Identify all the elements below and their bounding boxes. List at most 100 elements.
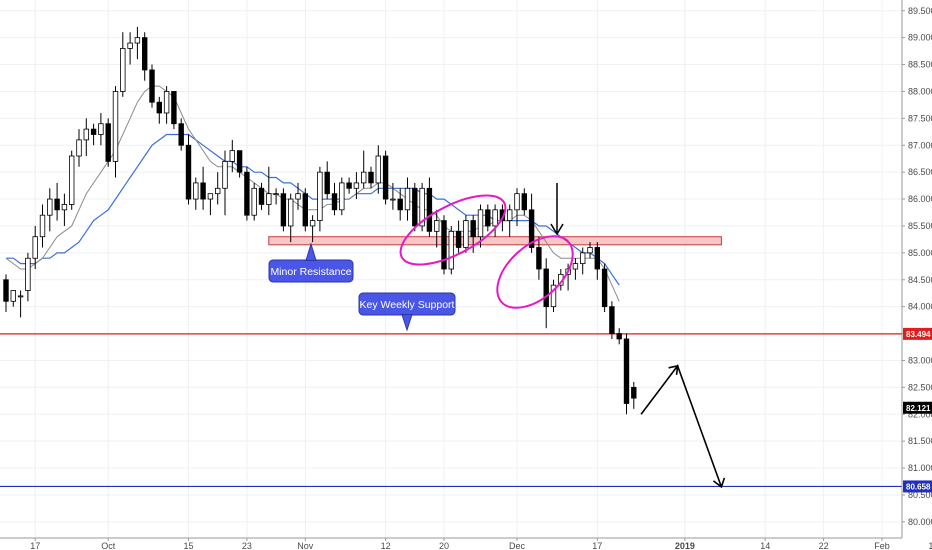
candle-bull xyxy=(572,263,579,270)
y-tick-label: 80.500 xyxy=(908,490,932,500)
candle-bull xyxy=(317,171,323,221)
x-tick-label: 23 xyxy=(242,541,252,550)
candle-bull xyxy=(463,220,469,248)
grid-layer xyxy=(0,0,902,538)
target-price-tag-bg xyxy=(903,480,932,493)
candle-bull xyxy=(112,91,119,162)
callout-pointer xyxy=(305,242,317,261)
candle-bear xyxy=(3,279,9,302)
y-tick-label: 88.500 xyxy=(908,60,932,70)
x-tick-label: Feb xyxy=(874,541,890,550)
resistance-zone xyxy=(268,236,722,246)
candle-bear xyxy=(105,123,111,162)
x-tick-label: 15 xyxy=(183,541,193,550)
candle-bull xyxy=(229,150,235,162)
candle-bear xyxy=(536,247,542,270)
candle-bull xyxy=(98,123,104,135)
candle-bear xyxy=(412,187,418,227)
candle-bull xyxy=(193,182,199,200)
candle-bear xyxy=(368,171,374,184)
resistance-zone-layer xyxy=(268,236,722,246)
y-tick-label: 85.500 xyxy=(908,221,932,231)
x-tick-label: 11 xyxy=(928,541,932,550)
candle-bull xyxy=(448,230,454,270)
candle-bull xyxy=(287,198,294,227)
x-tick-label: 17 xyxy=(30,541,40,550)
candle-bear xyxy=(54,198,60,211)
x-tick-label: Oct xyxy=(101,541,116,550)
x-tick-label: 14 xyxy=(760,541,770,550)
candle-bull xyxy=(492,209,498,227)
candle-bull xyxy=(134,37,141,44)
candle-bull xyxy=(163,91,170,114)
y-tick-label: 84.000 xyxy=(908,302,932,312)
candle-bear xyxy=(185,144,192,200)
candle-bear xyxy=(441,220,447,270)
candle-bull xyxy=(251,187,257,216)
candle-bull xyxy=(32,236,38,259)
candle-bear xyxy=(178,123,184,146)
candle-bear xyxy=(601,268,608,308)
x-tick-label: 22 xyxy=(819,541,829,550)
y-tick-label: 83.000 xyxy=(908,355,932,365)
y-tick-label: 89.000 xyxy=(908,33,932,43)
candle-bull xyxy=(69,155,75,205)
candle-bull xyxy=(47,198,53,216)
candle-bear xyxy=(609,306,615,334)
candle-bear xyxy=(631,386,637,399)
candle-bear xyxy=(521,193,527,211)
support-price-tag: 83.494 xyxy=(906,330,931,339)
candle-bear xyxy=(171,91,177,125)
y-tick-label: 82.500 xyxy=(908,382,932,392)
x-tick-label: 2019 xyxy=(675,541,695,550)
y-tick-label: 86.500 xyxy=(908,167,932,177)
candle-bull xyxy=(550,284,557,308)
candle-bear xyxy=(149,69,155,103)
target-price-tag: 80.658 xyxy=(906,482,931,491)
candle-bull xyxy=(390,198,396,201)
candle-bull xyxy=(587,247,593,254)
candles-layer xyxy=(3,26,637,415)
candle-bull xyxy=(83,128,89,141)
y-tick-label: 85.000 xyxy=(908,248,932,258)
candle-bull xyxy=(580,252,586,265)
candle-bear xyxy=(346,182,352,189)
candle-bull xyxy=(273,193,279,196)
candle-bull xyxy=(506,209,513,221)
candle-bull xyxy=(10,290,16,302)
candle-bear xyxy=(623,338,630,404)
candle-bear xyxy=(594,247,600,270)
horizontal-levels-layer xyxy=(0,333,902,488)
candle-bear xyxy=(543,268,549,308)
key-weekly-support-callout: Key Weekly Support xyxy=(358,292,456,332)
candle-bear xyxy=(141,37,148,71)
projection-arrowhead-down xyxy=(712,477,726,489)
candle-bear xyxy=(455,230,462,248)
candle-bull xyxy=(477,209,484,238)
candle-bull xyxy=(514,193,520,211)
candle-bear xyxy=(616,333,622,340)
candle-bear xyxy=(244,171,250,216)
callout-pointer xyxy=(401,314,413,332)
projection-path xyxy=(640,364,723,488)
candle-bear xyxy=(156,101,162,114)
candle-bear xyxy=(426,187,433,232)
callout-text: Minor Resistance xyxy=(270,266,351,278)
candle-bull xyxy=(266,193,272,205)
candle-bear xyxy=(324,171,330,195)
candle-bear xyxy=(528,209,535,248)
candle-bear xyxy=(258,187,265,205)
x-tick-label: 17 xyxy=(592,541,602,550)
current-price-tag: 82.121 xyxy=(906,404,931,413)
candle-bear xyxy=(397,198,403,211)
candle-bull xyxy=(404,187,411,211)
candle-bull xyxy=(17,295,24,298)
candle-bull xyxy=(127,42,133,49)
candle-bear xyxy=(280,193,287,227)
pattern-highlight-ellipse xyxy=(399,194,507,266)
candle-bull xyxy=(375,155,381,184)
annotations-layer: Minor Resistance Key Weekly Support xyxy=(268,183,726,489)
